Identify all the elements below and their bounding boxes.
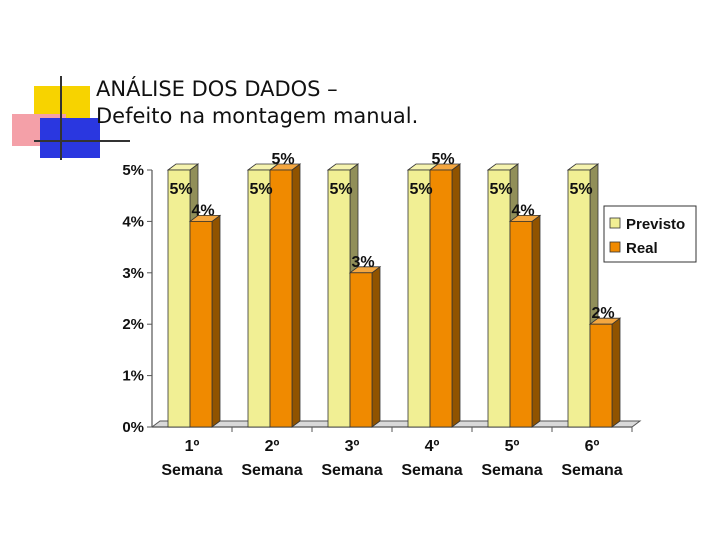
y-tick-label: 4%	[122, 213, 144, 230]
data-label-previsto: 5%	[569, 181, 592, 198]
data-label-real: 4%	[511, 202, 534, 219]
bar-previsto	[327, 169, 351, 428]
y-tick-label: 5%	[122, 162, 144, 179]
y-tick-label: 3%	[122, 265, 144, 282]
data-label-real: 3%	[351, 254, 374, 271]
data-label-real: 2%	[591, 305, 614, 322]
title-line-2: Defeito na montagem manual.	[96, 104, 419, 128]
bar-previsto	[407, 169, 431, 428]
data-label-previsto: 5%	[409, 181, 432, 198]
bar-real	[589, 323, 613, 428]
x-tick-label: 2º	[265, 438, 280, 455]
slide-title: ANÁLISE DOS DADOS – Defeito na montagem …	[96, 76, 418, 130]
bar-real	[509, 220, 533, 428]
legend-box	[603, 205, 697, 263]
y-tick-label: 1%	[122, 368, 144, 385]
bar-real	[189, 220, 213, 428]
x-tick-label: 5º	[505, 438, 520, 455]
bar-previsto	[567, 169, 591, 428]
x-tick-label: Semana	[561, 462, 622, 479]
bar-real	[349, 272, 373, 428]
y-tick-label: 2%	[122, 316, 144, 333]
x-tick-label: 1º	[185, 438, 200, 455]
legend-swatch-real	[609, 241, 621, 253]
data-label-real: 5%	[431, 151, 454, 168]
x-tick-label: Semana	[161, 462, 222, 479]
y-tick-label: 0%	[122, 419, 144, 436]
deco-vertical-line	[60, 76, 62, 160]
x-tick-label: Semana	[321, 462, 382, 479]
bar-previsto	[487, 169, 511, 428]
legend-swatch-previsto	[609, 217, 621, 229]
bar-previsto	[167, 169, 191, 428]
x-tick-label: 3º	[345, 438, 360, 455]
deco-horizontal-line	[34, 140, 130, 142]
bar-real	[269, 169, 293, 428]
deco-blue-square	[40, 118, 100, 158]
bar-side-real	[451, 163, 461, 428]
bar-side-real	[211, 214, 221, 428]
x-tick-label: Semana	[241, 462, 302, 479]
bar-previsto	[247, 169, 271, 428]
chart-floor	[150, 420, 642, 428]
data-label-previsto: 5%	[329, 181, 352, 198]
bar-side-real	[531, 214, 541, 428]
title-line-1: ANÁLISE DOS DADOS –	[96, 77, 338, 101]
data-label-previsto: 5%	[489, 181, 512, 198]
data-label-previsto: 5%	[169, 181, 192, 198]
x-tick-label: 4º	[425, 438, 440, 455]
legend-label-real: Real	[626, 240, 658, 257]
bar-side-real	[371, 265, 381, 428]
x-tick-label: 6º	[585, 438, 600, 455]
data-label-real: 5%	[271, 151, 294, 168]
x-tick-label: Semana	[401, 462, 462, 479]
data-label-real: 4%	[191, 202, 214, 219]
bar-side-real	[611, 317, 621, 428]
legend-label-previsto: Previsto	[626, 216, 685, 233]
bar-real	[429, 169, 453, 428]
x-tick-label: Semana	[481, 462, 542, 479]
data-label-previsto: 5%	[249, 181, 272, 198]
bar-side-real	[291, 163, 301, 428]
